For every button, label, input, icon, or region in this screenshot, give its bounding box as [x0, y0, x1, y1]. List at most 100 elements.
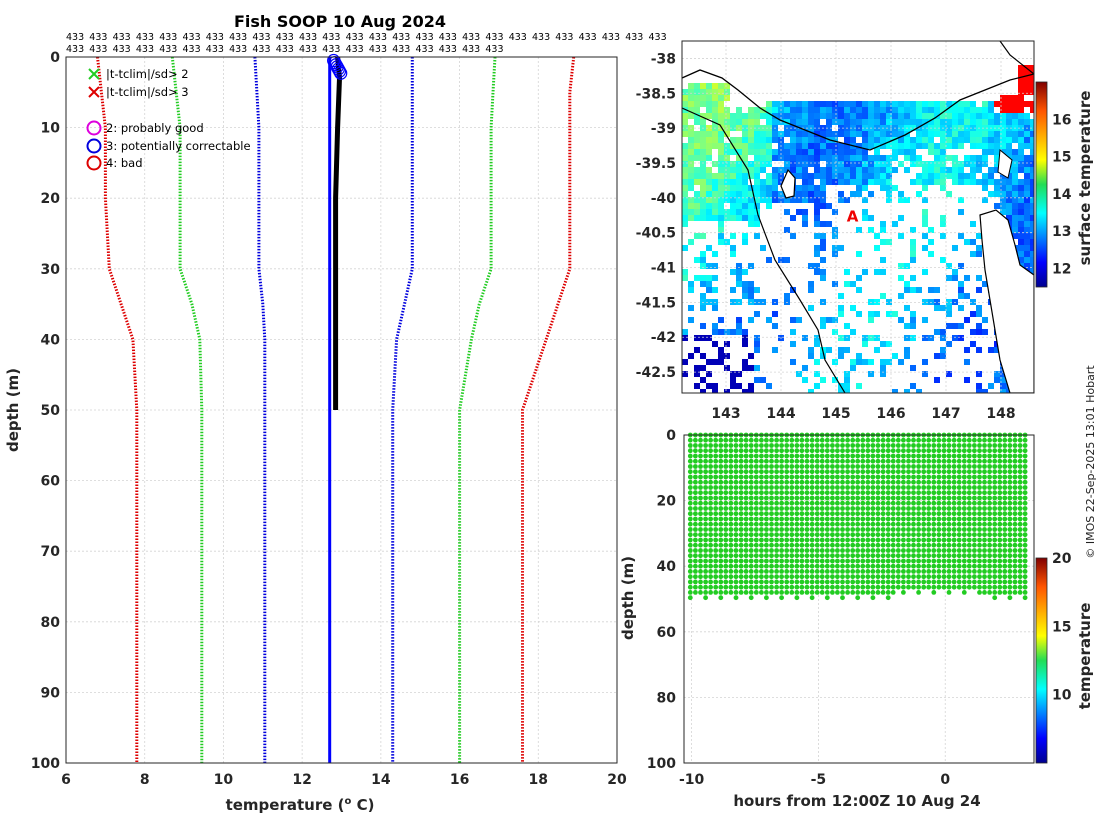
dt-point [1022, 485, 1028, 490]
sst-cell [832, 107, 838, 113]
sst-cell [1000, 197, 1006, 203]
dt-point [977, 479, 982, 485]
dt-point [713, 448, 719, 454]
dt-point [956, 474, 962, 480]
sst-cell [808, 191, 814, 197]
sst-cell [850, 131, 856, 137]
dt-point [728, 485, 734, 490]
dt-point [972, 511, 977, 517]
dt-point [997, 469, 1003, 475]
sst-cell [922, 131, 928, 137]
dt-point [946, 443, 952, 448]
sst-cell [814, 185, 820, 191]
sst-cell [994, 155, 1000, 161]
sst-cell [706, 299, 712, 305]
dt-point [830, 516, 835, 522]
dt-point [1022, 495, 1028, 501]
sst-cell [700, 257, 706, 263]
dt-point [997, 495, 1003, 501]
dt-point [895, 490, 901, 496]
sst-cell [874, 299, 880, 305]
sst-cell [928, 143, 934, 149]
sst-cell [688, 353, 694, 359]
sst-cell [958, 197, 964, 203]
sst-cell [988, 347, 994, 353]
dt-point [743, 590, 749, 595]
dt-point [759, 542, 764, 548]
dt-point [789, 574, 795, 580]
dt-point [936, 553, 942, 559]
dt-point [753, 458, 759, 464]
sst-cell [910, 311, 916, 317]
dt-point [759, 474, 764, 480]
dt-point [875, 474, 881, 480]
sst-cell [982, 113, 988, 119]
sst-cell [718, 197, 724, 203]
flinders-island [997, 149, 1013, 179]
sst-cell [724, 197, 730, 203]
sst-cell [928, 113, 934, 119]
sst-cell [754, 221, 760, 227]
sst-cell [736, 107, 742, 113]
sst-cell [844, 371, 850, 377]
sst-cell [742, 125, 748, 131]
sst-cell [952, 179, 958, 185]
clim-series-line [96, 56, 139, 763]
dt-point [759, 579, 764, 585]
dt-point [875, 532, 881, 538]
dt-point [703, 553, 708, 559]
dt-point [708, 506, 713, 511]
dt-point [890, 537, 896, 543]
dt-point [835, 464, 840, 469]
sst-cell [1018, 245, 1024, 251]
sst-cell [994, 131, 1000, 137]
dt-point [941, 553, 947, 559]
sst-cell [754, 125, 760, 131]
sst-cell [730, 215, 736, 221]
sst-cell [730, 137, 736, 143]
sst-cell [1018, 191, 1024, 197]
dt-point [723, 569, 729, 574]
dt-point [824, 448, 830, 454]
dt-point [885, 506, 891, 511]
sst-cell [736, 203, 742, 209]
dt-point [961, 563, 967, 569]
sst-cell [724, 239, 730, 245]
sst-cell [694, 383, 700, 389]
dt-point [850, 458, 856, 464]
counts-row-2: 433 433 433 433 433 433 433 433 433 433 433 433 433 4… [66, 44, 504, 55]
dt-point [850, 479, 856, 485]
dt-point [865, 448, 871, 454]
dt-point [687, 437, 693, 443]
sst-cell [838, 311, 844, 317]
sst-cell [1030, 185, 1034, 191]
sst-cell [988, 107, 994, 113]
dt-point [738, 506, 744, 511]
dt-point [870, 437, 876, 443]
sst-cell [748, 167, 754, 173]
sst-cell [1000, 185, 1006, 191]
sst-cell [802, 149, 808, 155]
dt-point [916, 458, 921, 464]
sst-cell [952, 137, 958, 143]
sst-cell [982, 329, 988, 335]
dt-point [835, 590, 840, 595]
x-tick-label: 12 [292, 772, 311, 788]
sst-cell [1030, 101, 1034, 107]
sst-cell [754, 215, 760, 221]
dt-point [946, 563, 952, 569]
sst-cell [898, 125, 904, 131]
dt-point [779, 485, 784, 490]
dt-point [687, 479, 693, 485]
dt-point [860, 579, 866, 585]
sst-cell [766, 107, 772, 113]
dt-point [1002, 437, 1008, 443]
dt-point [753, 542, 759, 548]
sst-cell [970, 299, 976, 305]
dt-point [966, 532, 972, 538]
dt-point [728, 563, 734, 569]
sst-cell [772, 197, 778, 203]
dt-point [941, 516, 947, 522]
dt-point [956, 542, 962, 548]
dt-point [748, 569, 754, 574]
